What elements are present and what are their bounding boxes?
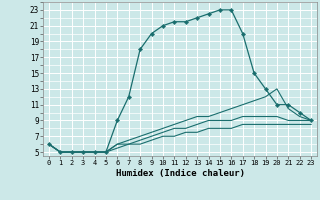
X-axis label: Humidex (Indice chaleur): Humidex (Indice chaleur) [116,169,244,178]
